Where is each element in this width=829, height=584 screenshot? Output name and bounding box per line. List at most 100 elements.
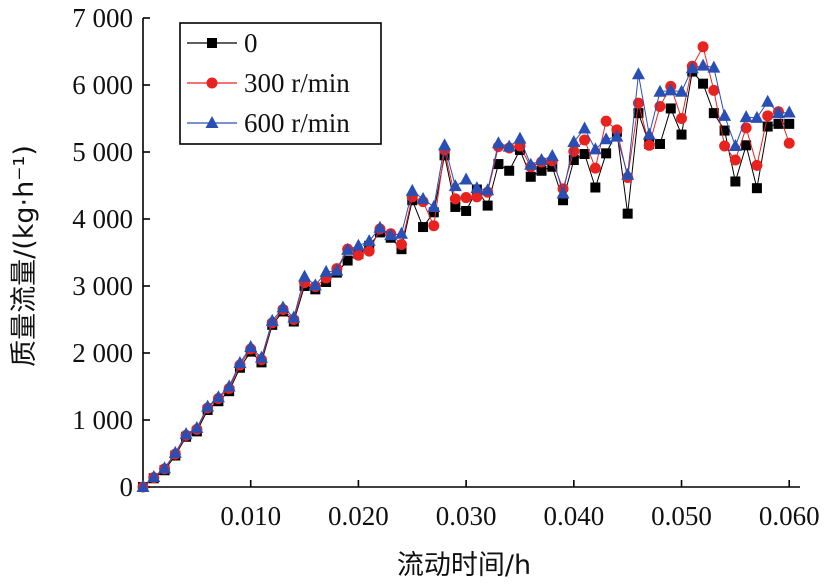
data-point (708, 108, 719, 119)
legend-entry: 600 r/min (187, 108, 350, 138)
data-point (330, 263, 344, 276)
data-point (590, 182, 601, 193)
data-point (631, 67, 645, 80)
data-point (513, 131, 527, 144)
data-point (448, 179, 462, 192)
data-point (168, 445, 182, 458)
data-point (621, 167, 635, 180)
data-point (643, 139, 655, 151)
x-tick-label: 0.030 (436, 501, 497, 531)
data-point (697, 41, 709, 53)
data-point (319, 264, 333, 277)
data-point (771, 106, 785, 119)
data-point (642, 127, 656, 140)
data-point (685, 61, 699, 74)
data-point (276, 300, 290, 313)
data-point (405, 183, 419, 196)
data-point (728, 138, 742, 151)
data-point (545, 149, 559, 162)
legend-label: 600 r/min (244, 108, 350, 138)
data-point (524, 157, 538, 170)
data-point (729, 154, 741, 166)
data-point (719, 125, 730, 136)
data-point (536, 165, 547, 176)
y-tick-label: 7 000 (72, 3, 133, 33)
legend-entry: 300 r/min (187, 68, 350, 98)
series-layer (136, 41, 796, 493)
y-tick-label: 6 000 (72, 70, 133, 100)
data-point (416, 191, 430, 204)
data-point (265, 313, 279, 326)
legend-label: 0 (244, 28, 258, 58)
data-point (600, 115, 612, 127)
data-point (741, 140, 752, 151)
data-point (719, 140, 731, 152)
data-point (610, 129, 624, 142)
data-point (783, 137, 795, 149)
data-point (675, 84, 689, 97)
legend-marker (206, 77, 218, 89)
data-point (676, 113, 688, 124)
data-point (739, 110, 753, 123)
data-point (287, 310, 301, 323)
data-point (718, 108, 732, 121)
data-point (438, 138, 452, 151)
data-point (761, 94, 775, 107)
data-point (384, 228, 398, 241)
data-point (362, 234, 376, 247)
data-point (558, 195, 569, 206)
series-3 (136, 58, 796, 492)
x-tick-label: 0.040 (543, 501, 604, 531)
data-point (730, 176, 741, 187)
data-point (556, 186, 570, 199)
data-point (373, 220, 387, 233)
data-point (352, 249, 364, 261)
data-point (136, 480, 150, 492)
data-point (599, 132, 613, 145)
y-tick-label: 3 000 (72, 271, 133, 301)
data-point (589, 162, 601, 174)
data-point (782, 105, 796, 118)
data-point (470, 181, 484, 194)
data-point (653, 84, 667, 97)
data-point (459, 172, 473, 185)
data-point (762, 121, 773, 132)
data-point (762, 110, 774, 122)
data-point (568, 155, 579, 166)
data-point (698, 78, 709, 89)
data-point (418, 222, 429, 233)
data-point (158, 461, 172, 474)
data-point (428, 207, 439, 218)
data-point (664, 83, 678, 96)
data-point (588, 142, 602, 155)
plot-area: 0 1 000 2 000 3 000 4 000 5 000 6 000 7 000 0.0… (72, 3, 819, 531)
legend: 0 300 r/min 600 r/min (179, 22, 382, 145)
x-axis-ticks: 0.010 0.020 0.030 0.040 0.050 0.060 (220, 480, 820, 531)
data-point (342, 255, 353, 266)
data-point (449, 193, 461, 205)
data-point (547, 161, 558, 172)
data-point (394, 226, 408, 239)
data-point (665, 103, 676, 114)
data-point (784, 118, 795, 129)
data-point (460, 192, 472, 204)
data-point (461, 205, 472, 216)
legend-marker (205, 116, 219, 128)
data-point (502, 139, 516, 152)
x-tick-label: 0.050 (651, 501, 712, 531)
data-point (450, 201, 461, 212)
y-tick-label: 2 000 (72, 338, 133, 368)
data-point (211, 390, 225, 403)
data-point (341, 242, 355, 255)
data-point (708, 84, 720, 96)
data-point (525, 171, 536, 182)
data-point (751, 159, 763, 171)
data-point (579, 134, 591, 146)
x-tick-label: 0.010 (220, 501, 281, 531)
data-point (676, 129, 687, 140)
y-axis-ticks: 0 1 000 2 000 3 000 4 000 5 000 6 000 7 000 (72, 3, 150, 502)
data-point (773, 118, 784, 129)
data-point (751, 183, 762, 194)
data-point (222, 379, 236, 392)
